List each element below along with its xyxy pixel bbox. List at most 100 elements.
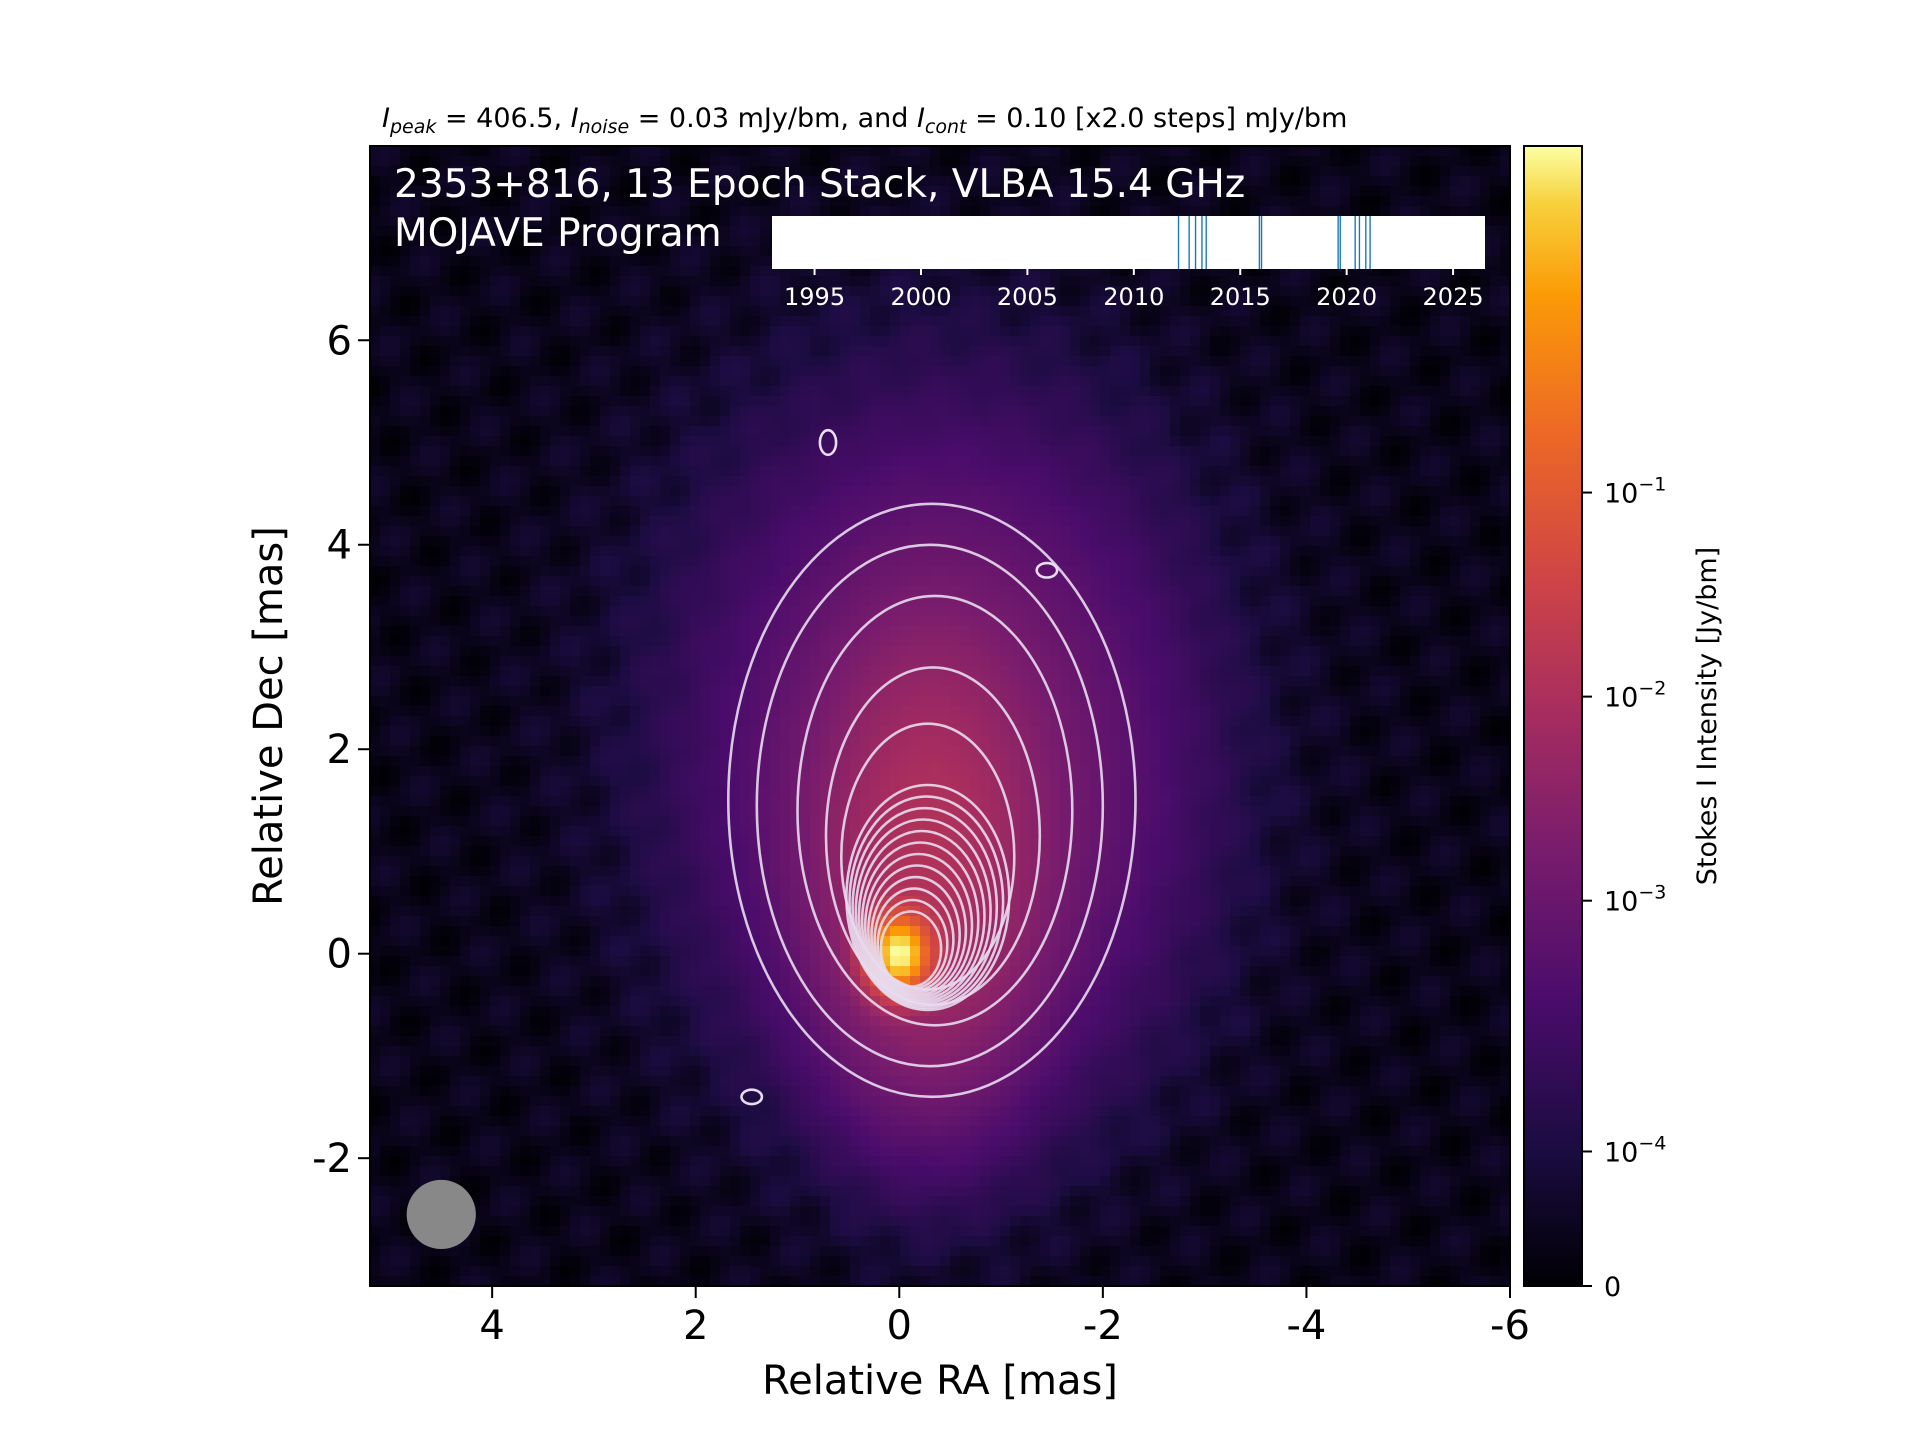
heat-cell: [450, 446, 461, 457]
heat-cell: [1380, 396, 1391, 407]
heat-cell: [1270, 156, 1281, 167]
heat-cell: [1320, 346, 1331, 357]
heat-cell: [390, 246, 401, 257]
heat-cell: [1240, 476, 1251, 487]
heat-cell: [1500, 166, 1510, 177]
heat-cell: [1340, 316, 1351, 327]
heat-cell: [1430, 536, 1441, 547]
heat-cell: [430, 516, 441, 527]
heat-cell: [390, 496, 401, 507]
heat-cell: [850, 526, 861, 537]
heat-cell: [910, 346, 921, 357]
heat-cell: [920, 266, 931, 277]
heat-cell: [370, 466, 381, 477]
heat-cell: [1350, 296, 1361, 307]
heat-cell: [1460, 356, 1471, 367]
heat-cell: [700, 486, 711, 497]
heat-cell: [680, 356, 691, 367]
heat-cell: [920, 336, 931, 347]
heat-cell: [960, 356, 971, 367]
heat-cell: [620, 226, 631, 237]
heat-cell: [1370, 476, 1381, 487]
heat-cell: [610, 186, 621, 197]
heat-cell: [910, 186, 921, 197]
heat-cell: [1070, 506, 1081, 517]
heat-cell: [1010, 176, 1021, 187]
heat-cell: [870, 386, 881, 397]
heat-cell: [670, 506, 681, 517]
heat-cell: [990, 556, 1001, 567]
heat-cell: [460, 426, 471, 437]
heat-cell: [480, 306, 491, 317]
heat-cell: [520, 326, 531, 337]
heat-cell: [1300, 406, 1311, 417]
heat-cell: [1050, 196, 1061, 207]
heat-cell: [1070, 406, 1081, 417]
heat-cell: [1460, 196, 1471, 207]
heat-cell: [1220, 376, 1231, 387]
heat-cell: [470, 176, 481, 187]
heat-cell: [1080, 336, 1091, 347]
heat-cell: [1300, 146, 1311, 157]
heat-cell: [830, 336, 841, 347]
heat-cell: [890, 146, 901, 157]
heat-cell: [450, 526, 461, 537]
heat-cell: [1130, 556, 1141, 567]
heat-cell: [840, 546, 851, 557]
heat-cell: [750, 366, 761, 377]
heat-cell: [450, 196, 461, 207]
heat-cell: [1360, 306, 1371, 317]
heat-cell: [450, 496, 461, 507]
heat-cell: [1170, 286, 1181, 297]
heat-cell: [530, 576, 541, 587]
heat-cell: [580, 466, 591, 477]
heat-cell: [580, 546, 591, 557]
heat-cell: [470, 186, 481, 197]
heat-cell: [570, 146, 581, 157]
heat-cell: [650, 166, 661, 177]
heat-cell: [770, 146, 781, 157]
heat-cell: [1210, 296, 1221, 307]
heat-cell: [510, 346, 521, 357]
heat-cell: [540, 386, 551, 397]
heat-cell: [1460, 396, 1471, 407]
heat-cell: [380, 386, 391, 397]
heat-cell: [1040, 346, 1051, 357]
heat-cell: [550, 166, 561, 177]
heat-cell: [1260, 266, 1271, 277]
heat-cell: [560, 486, 571, 497]
heat-cell: [1020, 556, 1031, 567]
heat-cell: [1050, 576, 1061, 587]
heat-cell: [1440, 546, 1451, 557]
heat-cell: [840, 316, 851, 327]
heat-cell: [1170, 176, 1181, 187]
heat-cell: [850, 436, 861, 447]
heat-cell: [940, 276, 951, 287]
heat-cell: [1400, 486, 1411, 497]
heat-cell: [740, 236, 751, 247]
heat-cell: [480, 556, 491, 567]
heat-cell: [460, 536, 471, 547]
heat-cell: [1320, 416, 1331, 427]
heat-cell: [1380, 326, 1391, 337]
heat-cell: [480, 436, 491, 447]
heat-cell: [710, 306, 721, 317]
heat-cell: [950, 416, 961, 427]
heat-cell: [710, 156, 721, 167]
heat-cell: [1140, 396, 1151, 407]
heat-cell: [480, 456, 491, 467]
heat-cell: [1140, 316, 1151, 327]
heat-cell: [1490, 286, 1501, 297]
heat-cell: [820, 416, 831, 427]
heat-cell: [1060, 516, 1071, 527]
heat-cell: [750, 236, 761, 247]
heat-cell: [410, 286, 421, 297]
heat-cell: [630, 506, 641, 517]
heat-cell: [750, 566, 761, 577]
heat-cell: [480, 356, 491, 367]
heat-cell: [970, 156, 981, 167]
heat-cell: [1250, 456, 1261, 467]
heat-cell: [840, 466, 851, 477]
heat-cell: [1290, 496, 1301, 507]
heat-cell: [670, 536, 681, 547]
